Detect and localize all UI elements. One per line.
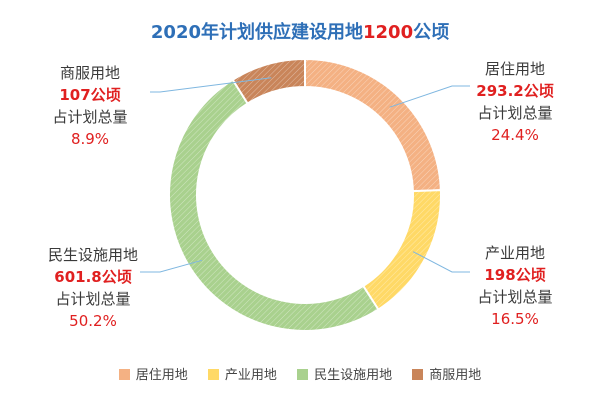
chart-title: 2020年计划供应建设用地1200公顷	[0, 18, 600, 44]
leader-lines	[140, 77, 470, 273]
data-label-industrial: 产业用地 198公顷 占计划总量 16.5%	[455, 242, 575, 330]
data-label-residential: 居住用地 293.2公顷 占计划总量 24.4%	[455, 58, 575, 146]
data-label-commercial: 商服用地 107公顷 占计划总量 8.9%	[30, 62, 150, 150]
legend-label: 产业用地	[224, 368, 277, 383]
label-value: 107公顷	[59, 86, 121, 104]
leader-industrial	[412, 251, 470, 273]
legend-item-industrial: 产业用地	[207, 364, 277, 383]
leader-residential	[389, 85, 470, 108]
legend-swatch	[118, 369, 130, 380]
label-value: 601.8公顷	[54, 268, 132, 286]
label-percent: 24.4%	[491, 126, 539, 144]
label-category: 商服用地	[59, 64, 120, 82]
legend-item-commercial: 商服用地	[412, 364, 481, 383]
label-share-caption: 占计划总量	[55, 290, 131, 308]
chart-legend: 居住用地 产业用地 民生设施用地 商服用地	[0, 364, 600, 383]
chart-title-highlight: 1200	[363, 22, 414, 43]
label-percent: 8.9%	[70, 130, 110, 148]
label-category: 产业用地	[484, 244, 545, 262]
slice-residential-texture	[305, 59, 441, 192]
slice-commercial-texture	[232, 59, 305, 104]
legend-item-public-facilities: 民生设施用地	[297, 364, 392, 383]
legend-swatch	[207, 369, 219, 380]
label-share-caption: 占计划总量	[477, 104, 553, 122]
leader-public-facilities	[140, 259, 203, 273]
legend-label: 民生设施用地	[314, 368, 393, 383]
label-value: 293.2公顷	[476, 82, 554, 100]
label-share-caption: 占计划总量	[477, 288, 553, 306]
chart-title-suffix: 公顷	[413, 22, 450, 43]
label-value: 198公顷	[484, 266, 546, 284]
slice-industrial-texture	[363, 190, 441, 310]
label-category: 居住用地	[484, 60, 545, 78]
slice-public-facilities-texture	[168, 79, 379, 332]
legend-swatch	[412, 369, 424, 380]
legend-label: 居住用地	[135, 368, 188, 383]
label-percent: 16.5%	[491, 310, 539, 328]
chart-title-prefix: 2020年计划供应建设用地	[150, 22, 363, 43]
label-share-caption: 占计划总量	[52, 108, 128, 126]
label-category: 民生设施用地	[47, 246, 138, 264]
legend-item-residential: 居住用地	[118, 364, 188, 383]
legend-label: 商服用地	[429, 368, 482, 383]
legend-swatch	[297, 369, 309, 380]
donut-slices	[168, 57, 442, 333]
leader-commercial	[150, 77, 272, 93]
data-label-public-facilities: 民生设施用地 601.8公顷 占计划总量 50.2%	[28, 244, 158, 332]
label-percent: 50.2%	[69, 312, 117, 330]
